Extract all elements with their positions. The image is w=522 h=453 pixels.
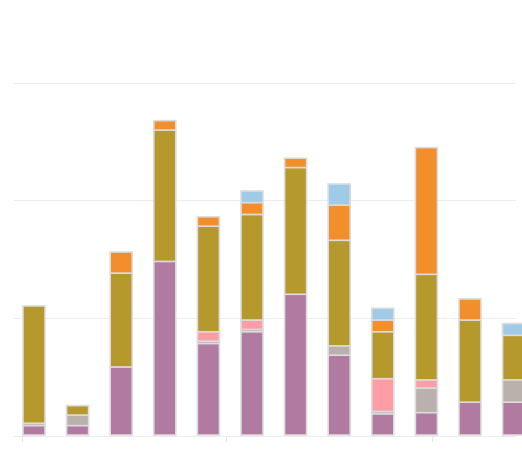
bar-segment [414, 387, 439, 414]
bar-segment [109, 272, 133, 368]
bar-stack-10 [414, 146, 439, 436]
bar-stack-3 [109, 251, 133, 436]
bar-segment [370, 319, 395, 333]
bar-segment [65, 424, 90, 436]
bar-stack-9 [370, 307, 395, 436]
bar-segment [327, 345, 352, 357]
bar-segment [327, 204, 352, 242]
bar-segment [240, 330, 264, 436]
bar-stack-12 [501, 322, 522, 436]
bar-segment [153, 260, 177, 436]
bar-segment [283, 157, 308, 169]
bar-stack-5 [196, 216, 221, 436]
bar-segment [65, 404, 90, 416]
bar-stack-7 [283, 157, 308, 436]
bar-segment [414, 146, 439, 276]
bar-segment [240, 201, 264, 216]
bar-segment [327, 354, 352, 436]
bar-segment [370, 330, 395, 380]
gridlines [14, 83, 516, 319]
bars [22, 119, 522, 436]
bar-segment [370, 413, 395, 436]
bar-segment [370, 377, 395, 413]
bar-segment [501, 322, 522, 337]
bar-segment [153, 129, 177, 263]
bar-segment [327, 239, 352, 347]
bar-segment [240, 319, 264, 331]
bar-segment [458, 298, 482, 321]
bar-segment [196, 330, 221, 342]
bar-stack-6 [240, 190, 264, 436]
bar-segment [327, 183, 352, 206]
bar-segment [196, 216, 221, 228]
bar-segment [153, 119, 177, 131]
bar-stack-1 [22, 305, 46, 436]
bar-segment [109, 366, 133, 436]
bar-stack-8 [327, 183, 352, 436]
bar-segment [458, 319, 482, 403]
bar-segment [283, 166, 308, 296]
bar-segment [501, 334, 522, 381]
bar-segment [370, 307, 395, 321]
bar-segment [240, 190, 264, 204]
bar-segment [414, 411, 439, 436]
bar-stack-2 [65, 404, 90, 436]
bar-segment [414, 273, 439, 381]
bar-segment [109, 251, 133, 274]
bar-stack-4 [153, 119, 177, 436]
bar-segment [22, 424, 46, 436]
bar-segment [414, 379, 439, 389]
bar-segment [501, 401, 522, 436]
bar-segment [196, 342, 221, 436]
bar-segment [458, 401, 482, 436]
bar-segment [501, 379, 522, 403]
bar-segment [240, 213, 264, 321]
bar-stack-11 [458, 298, 482, 436]
bar-segment [22, 305, 46, 425]
bar-segment [283, 293, 308, 436]
bar-segment [196, 225, 221, 333]
bar-segment [65, 414, 90, 427]
